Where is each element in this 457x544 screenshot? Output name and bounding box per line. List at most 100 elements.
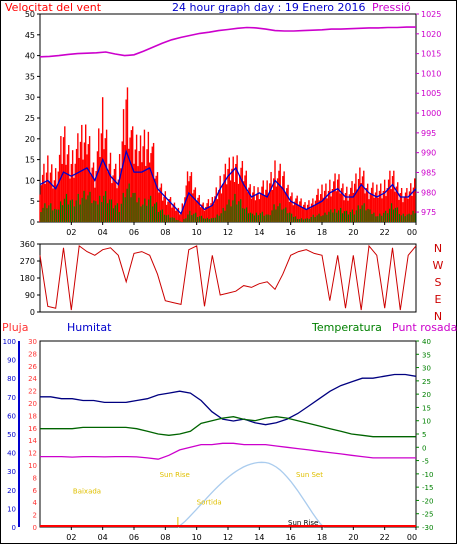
wind-pressure-panel: 0510152025303540455097598098599099510001…: [25, 10, 442, 237]
rain-tick-label: 4: [33, 499, 38, 507]
rain-tick-label: 8: [33, 474, 37, 482]
x-tick-label: 12: [223, 533, 233, 542]
y-right-tick-label: 1020: [421, 30, 441, 39]
humidity-tick-label: 50: [7, 431, 16, 439]
sun-label: Sortida: [197, 499, 222, 507]
y-left-tick-label: 5: [30, 197, 35, 206]
pressure-line: [39, 26, 416, 58]
direction-letter: E: [435, 293, 442, 306]
rain-tick-label: 14: [28, 437, 37, 445]
humidity-temperature-panel: 02 4 6 8 10 12 14 16 18 20 22 24 26 28 30 0 10 20 30 40 5 06 0…: [3, 338, 434, 542]
x-tick-label: 02: [66, 533, 76, 542]
temperature-tick-label: -5: [422, 458, 429, 466]
sun-label: Sun Set: [296, 471, 323, 479]
direction-tick-label: 0: [30, 308, 35, 317]
y-right-tick-label: 1005: [421, 89, 441, 98]
x-tick-label: 02: [66, 228, 76, 237]
temperature-tick-label: 20: [422, 391, 431, 399]
x-tick-label: 18: [317, 533, 327, 542]
y-right-tick-label: 995: [421, 129, 436, 138]
dewpoint-line: [40, 442, 416, 460]
humidity-tick-label: 10: [7, 505, 16, 513]
rain-tick-label: 28: [28, 350, 37, 358]
y-left-tick-label: 15: [25, 156, 35, 165]
x-tick-label: 20: [348, 533, 358, 542]
x-tick-label: 22: [380, 533, 390, 542]
temperature-tick-label: -20: [422, 497, 433, 505]
temperature-tick-label: 5: [422, 431, 426, 439]
y-right-tick-label: 1000: [421, 109, 441, 118]
y-right-tick-label: 1015: [421, 50, 441, 59]
y-right-tick-label: 985: [421, 168, 436, 177]
x-tick-label: 12: [223, 228, 233, 237]
humidity-tick-label: 80: [7, 375, 16, 383]
humidity-tick-label: 20: [7, 487, 16, 495]
direction-letter: N: [434, 310, 442, 323]
humidity-tick-label: 40: [7, 450, 16, 458]
humidity-tick-label: 90: [7, 357, 16, 365]
x-tick-label: 06: [129, 533, 139, 542]
x-tick-label: 16: [286, 533, 296, 542]
x-tick-label: 00: [407, 533, 417, 542]
rain-tick-label: 18: [28, 412, 37, 420]
x-tick-label: 14: [254, 228, 264, 237]
direction-line: [39, 244, 417, 311]
y-right-tick-label: 980: [421, 188, 436, 197]
y-left-tick-label: 25: [25, 114, 35, 123]
humidity-line: [40, 373, 417, 426]
temperature-tick-label: 30: [422, 365, 431, 373]
temperature-tick-label: 35: [422, 351, 431, 359]
rain-tick-label: 16: [28, 425, 37, 433]
temperature-tick-label: 0: [422, 444, 426, 452]
temperature-line: [40, 416, 416, 438]
y-right-tick-label: 1010: [421, 69, 441, 78]
x-tick-label: 08: [160, 228, 170, 237]
x-tick-label: 20: [348, 228, 358, 237]
sun-label: Sun Rise: [288, 519, 318, 527]
direction-tick-label: 180: [20, 274, 35, 283]
x-tick-label: 14: [254, 533, 264, 542]
y-left-tick-label: 10: [25, 176, 35, 185]
temperature-label: Temperatura: [311, 321, 382, 334]
solar-curve: [177, 461, 325, 528]
direction-letter: S: [435, 276, 442, 289]
x-tick-label: 10: [192, 228, 202, 237]
x-tick-label: 22: [380, 228, 390, 237]
rain-tick-label: 26: [28, 363, 37, 371]
y-left-tick-label: 30: [25, 93, 35, 102]
pressure-label: Pressió: [372, 1, 411, 14]
x-tick-label: 04: [98, 533, 108, 542]
rain-tick-label: 0: [33, 524, 37, 532]
x-tick-label: 00: [407, 228, 417, 237]
direction-tick-label: 90: [25, 291, 35, 300]
temperature-tick-label: 25: [422, 378, 431, 386]
x-tick-label: 06: [129, 228, 139, 237]
x-tick-label: 08: [160, 533, 170, 542]
direction-tick-label: 360: [20, 240, 35, 249]
humidity-tick-label: 0: [12, 524, 16, 532]
x-tick-label: 10: [192, 533, 202, 542]
direction-letter: N: [434, 242, 442, 255]
direction-tick-label: 270: [20, 257, 35, 266]
humidity-label: Humitat: [67, 321, 112, 334]
temperature-tick-label: 10: [422, 418, 431, 426]
rain-tick-label: 30: [28, 338, 37, 346]
x-tick-label: 18: [317, 228, 327, 237]
y-right-tick-label: 1025: [421, 10, 441, 19]
y-left-tick-label: 50: [25, 10, 35, 19]
temperature-tick-label: -15: [422, 484, 433, 492]
rain-tick-label: 24: [28, 375, 37, 383]
wind-direction-panel: 0 90 180 270 360: [20, 240, 417, 317]
humidity-tick-label: 70: [7, 394, 16, 402]
temperature-tick-label: 15: [422, 404, 431, 412]
y-left-tick-label: 45: [25, 31, 35, 40]
rain-tick-label: 22: [28, 388, 37, 396]
temperature-tick-label: -30: [422, 524, 433, 532]
rain-tick-label: 6: [33, 487, 38, 495]
sun-label: Baixada: [73, 488, 101, 496]
x-tick-label: 04: [98, 228, 108, 237]
sun-label: Sun Rise: [160, 471, 190, 479]
